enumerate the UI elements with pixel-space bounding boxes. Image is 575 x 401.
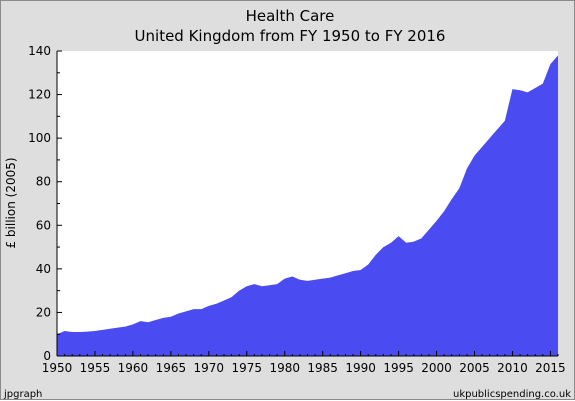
footer-right-credit: ukpublicspending.co.uk — [453, 389, 571, 400]
x-tick-label: 1960 — [118, 361, 149, 375]
y-tick-label: 100 — [28, 131, 51, 145]
x-axis-ticks: 1950 1955 1960 1965 1970 1975 1980 1985 1990 1995… — [42, 351, 566, 375]
x-tick-label: 1995 — [383, 361, 414, 375]
y-axis-label: £ billion (2005) — [4, 157, 18, 248]
y-tick-label: 40 — [36, 262, 51, 276]
x-tick-label: 1965 — [156, 361, 187, 375]
y-tick-label: 60 — [36, 218, 51, 232]
y-tick-label: 140 — [28, 44, 51, 58]
x-tick-label: 1980 — [269, 361, 300, 375]
x-tick-label: 1970 — [194, 361, 225, 375]
x-tick-label: 1985 — [307, 361, 338, 375]
x-tick-label: 2015 — [535, 361, 566, 375]
y-tick-label: 0 — [43, 349, 51, 363]
x-tick-label: 1955 — [80, 361, 111, 375]
area-series — [57, 55, 558, 357]
footer-left-credit: jpgraph — [3, 389, 42, 400]
y-tick-label: 80 — [36, 175, 51, 189]
x-tick-label: 2010 — [497, 361, 528, 375]
y-axis-ticks: 0 20 40 60 80 100 120 140 — [28, 44, 62, 363]
x-tick-label: 1950 — [42, 361, 73, 375]
x-tick-label: 2000 — [421, 361, 452, 375]
x-tick-label: 2005 — [459, 361, 490, 375]
chart-title: Health Care — [246, 7, 335, 25]
x-tick-label: 1990 — [345, 361, 376, 375]
y-tick-label: 120 — [28, 88, 51, 102]
y-tick-label: 20 — [36, 305, 51, 319]
chart-subtitle: United Kingdom from FY 1950 to FY 2016 — [135, 27, 446, 45]
x-tick-label: 1975 — [231, 361, 262, 375]
